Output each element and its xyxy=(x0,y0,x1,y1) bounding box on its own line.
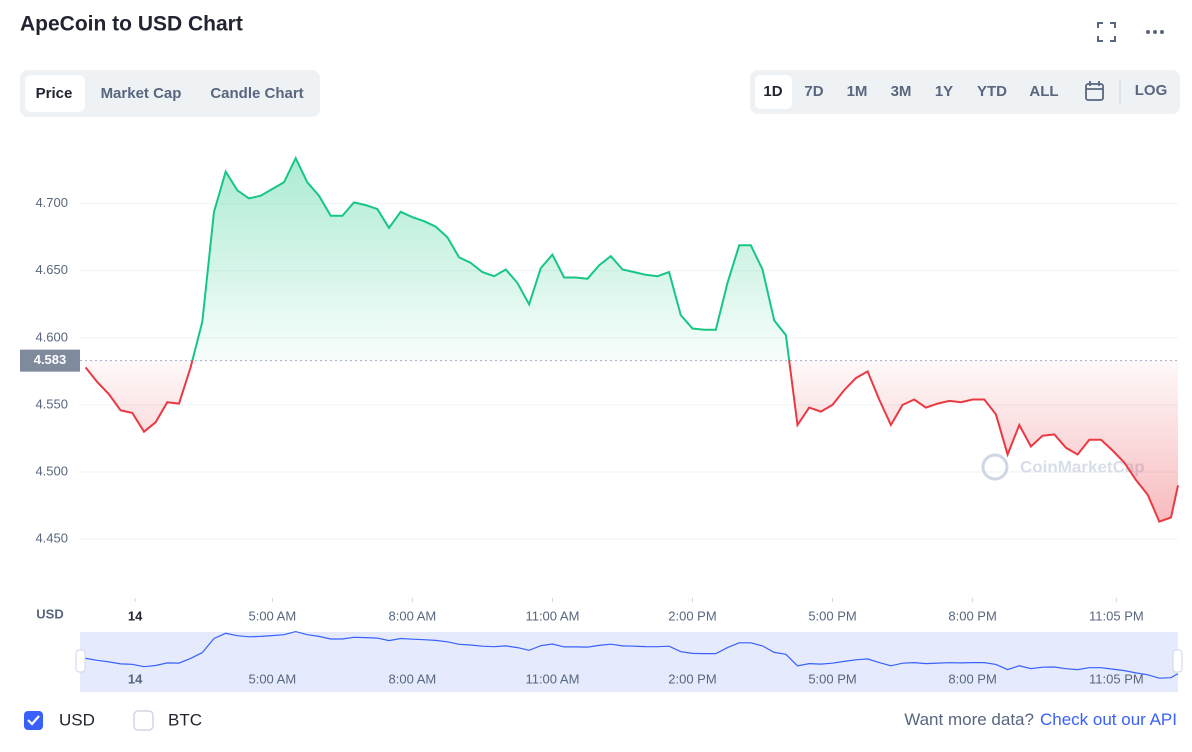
x-tick-label: 2:00 PM xyxy=(668,608,716,623)
nav-tick-label: 11:00 AM xyxy=(525,671,579,686)
x-tick-label: 8:00 AM xyxy=(389,608,437,623)
footer: Want more data? Check out our API xyxy=(904,710,1177,729)
y-tick-label: 4.450 xyxy=(35,530,68,545)
nav-handle[interactable] xyxy=(1172,649,1183,673)
more-icon[interactable] xyxy=(1146,30,1164,34)
tab[interactable]: Price xyxy=(36,85,73,102)
range-button[interactable]: ALL xyxy=(1029,83,1058,100)
range-button[interactable]: 3M xyxy=(891,83,912,100)
x-tick-label: 8:00 PM xyxy=(948,608,996,623)
x-tick-label: 5:00 PM xyxy=(808,608,856,623)
tab-active xyxy=(25,75,85,112)
footer-text: Want more data? xyxy=(904,710,1034,729)
watermark: CoinMarketCap xyxy=(1020,457,1145,476)
nav-tick-label: 11:05 PM xyxy=(1089,671,1144,686)
checkbox-checked[interactable] xyxy=(24,711,43,730)
currency-label[interactable]: BTC xyxy=(168,710,202,729)
check-icon xyxy=(27,715,40,726)
checkbox[interactable] xyxy=(133,710,154,731)
navigator[interactable] xyxy=(80,632,1178,692)
baseline-label: 4.583 xyxy=(34,352,67,367)
y-axis-label: USD xyxy=(36,606,63,621)
nav-handle[interactable] xyxy=(75,649,86,673)
range-active xyxy=(755,75,792,109)
tab-group xyxy=(20,70,320,117)
nav-tick-label: 14 xyxy=(128,671,143,686)
baseline-badge xyxy=(20,349,80,372)
currency-label[interactable]: USD xyxy=(59,710,95,729)
api-link[interactable]: Check out our API xyxy=(1040,710,1177,729)
fullscreen-icon[interactable] xyxy=(1097,22,1116,42)
x-tick-label: 5:00 AM xyxy=(248,608,296,623)
x-tick-label: 11:05 PM xyxy=(1089,608,1144,623)
watermark-logo xyxy=(981,453,1009,481)
price-line xyxy=(84,155,1179,523)
calendar-icon[interactable] xyxy=(1085,81,1104,101)
nav-tick-label: 5:00 AM xyxy=(248,671,296,686)
nav-tick-label: 5:00 PM xyxy=(808,671,856,686)
price-area xyxy=(85,158,1179,522)
nav-tick-label: 8:00 AM xyxy=(389,671,437,686)
y-tick-label: 4.600 xyxy=(35,329,68,344)
navigator-line xyxy=(85,630,1179,679)
range-button[interactable]: YTD xyxy=(977,83,1007,100)
range-group xyxy=(750,70,1180,114)
y-tick-label: 4.550 xyxy=(35,396,68,411)
chart-title: ApeCoin to USD Chart xyxy=(20,13,243,36)
nav-tick-label: 8:00 PM xyxy=(948,671,996,686)
y-tick-label: 4.500 xyxy=(35,463,68,478)
tab[interactable]: Market Cap xyxy=(101,85,182,102)
y-tick-label: 4.650 xyxy=(35,262,68,277)
x-tick-label: 11:00 AM xyxy=(525,608,579,623)
x-tick-label: 14 xyxy=(128,608,143,623)
range-button[interactable]: 7D xyxy=(804,83,823,100)
tab[interactable]: Candle Chart xyxy=(210,85,303,102)
y-tick-label: 4.700 xyxy=(35,195,68,210)
range-button[interactable]: 1Y xyxy=(935,83,953,100)
range-button[interactable]: 1D xyxy=(763,83,782,100)
nav-tick-label: 2:00 PM xyxy=(668,671,716,686)
log-button[interactable]: LOG xyxy=(1135,82,1168,99)
range-button[interactable]: 1M xyxy=(847,83,868,100)
